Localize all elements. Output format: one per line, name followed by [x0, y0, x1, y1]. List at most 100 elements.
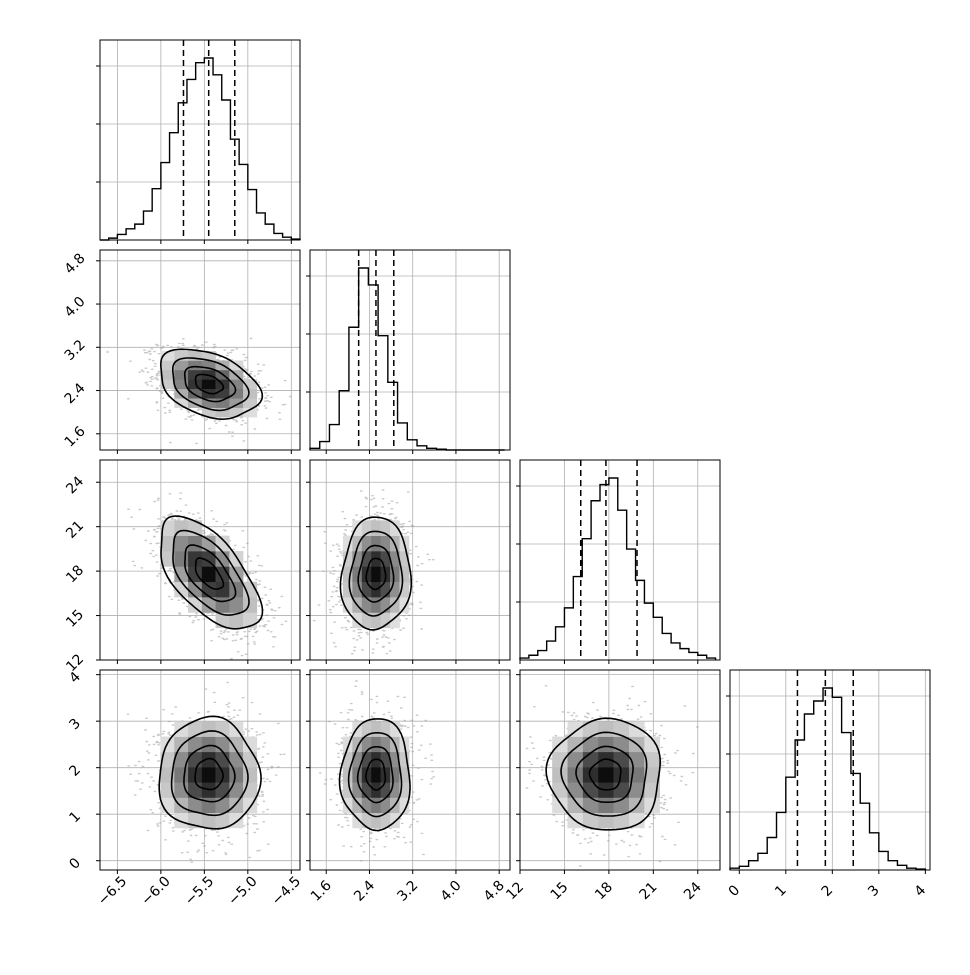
x-tick-label: 21	[637, 879, 661, 903]
x-tick-label: −4.5	[269, 873, 304, 908]
density-cell	[243, 388, 258, 399]
density-cell	[352, 535, 363, 552]
density-cell	[613, 767, 630, 783]
contour-level-3	[339, 516, 413, 631]
density-cell	[174, 566, 189, 583]
density-cell	[174, 797, 189, 814]
density-cell	[371, 797, 381, 814]
density-cell	[201, 407, 216, 418]
density-cell	[399, 797, 410, 814]
density-cell	[380, 797, 391, 814]
density-cell	[598, 736, 614, 753]
contour-level-2	[172, 357, 250, 412]
contour-level-3	[160, 515, 264, 630]
panel-frame	[519, 669, 721, 871]
density-cell	[380, 597, 391, 613]
contour-level-0	[194, 373, 225, 395]
density-cell	[229, 407, 244, 418]
y-tick-label: 1.6	[62, 423, 89, 450]
x-tick-label: 4.0	[438, 878, 465, 905]
y-tick-label: 1	[66, 809, 84, 827]
density-cell	[371, 612, 381, 629]
density-cell	[567, 797, 584, 814]
density-cell	[215, 407, 230, 418]
density-cell	[188, 379, 203, 390]
density-region	[312, 489, 435, 655]
density-cell	[628, 812, 645, 829]
density-cell	[644, 751, 660, 768]
density-cell	[582, 751, 599, 768]
density-cell	[567, 721, 584, 737]
density-cell	[229, 581, 244, 598]
density-cell	[201, 751, 216, 768]
contour-level-0	[194, 757, 224, 791]
density-cell	[174, 535, 189, 552]
density-cell	[371, 535, 381, 552]
density-cell	[380, 520, 391, 536]
histogram-step-line	[309, 267, 505, 451]
density-cell	[215, 797, 230, 814]
density-cell	[371, 566, 381, 583]
y-tick-label: 24	[63, 473, 87, 497]
hist-panel-p2	[516, 459, 721, 664]
density-cell	[174, 351, 189, 361]
density-cell	[243, 398, 258, 408]
x-tick-label: −6.0	[138, 873, 173, 908]
contour-level-1	[575, 745, 634, 803]
density-cell	[613, 812, 630, 829]
density-cell	[229, 612, 244, 629]
density-cell	[552, 782, 568, 798]
density-cell	[361, 612, 372, 629]
density-cell	[371, 812, 381, 829]
density-cell	[552, 751, 568, 768]
density-cell	[567, 751, 584, 768]
density-cell	[160, 535, 175, 552]
y-tick-label: 2.4	[62, 380, 89, 407]
density-cell	[380, 612, 391, 629]
x-tick-label: −5.5	[182, 873, 217, 908]
contour-level-0	[365, 557, 387, 591]
density-cell	[174, 767, 189, 783]
density-cell	[201, 812, 216, 829]
density-cell	[380, 751, 391, 768]
density-cell	[342, 535, 353, 552]
density-region	[520, 685, 699, 867]
density-cell	[229, 812, 244, 829]
density-cell	[201, 551, 216, 567]
y-tick-label: 4.8	[62, 250, 89, 277]
density-cell	[390, 782, 400, 798]
density-cell	[613, 721, 630, 737]
density-cell	[160, 360, 175, 371]
density-cell	[215, 812, 230, 829]
density-cell	[215, 535, 230, 552]
density-region	[106, 337, 292, 445]
density-cell	[229, 388, 244, 399]
density-cell	[352, 736, 363, 753]
contour-level-3	[158, 715, 262, 830]
contour-level-0	[194, 557, 225, 590]
density-cell	[174, 736, 189, 753]
density-cell	[160, 351, 175, 361]
density-cell	[201, 398, 216, 408]
x-tick-label: 24	[681, 879, 705, 903]
density-cell	[215, 782, 230, 798]
density-cell	[582, 736, 599, 753]
density-cell	[361, 581, 372, 598]
hist-panel-p0	[96, 39, 301, 244]
contour-level-3	[338, 718, 411, 832]
density-cell	[188, 721, 203, 737]
scatter-panel-p1-p3: 1.6 2.4 3.2 4.0 4.8	[306, 669, 511, 905]
hist-panel-p3: 0 1 2 3 4	[726, 669, 931, 900]
density-cell	[174, 751, 189, 768]
density-cell	[229, 736, 244, 753]
density-cell	[380, 782, 391, 798]
density-cell	[174, 551, 189, 567]
y-tick-label: 21	[63, 518, 87, 542]
density-cell	[361, 551, 372, 567]
panel-frame	[99, 669, 301, 871]
density-cell	[215, 551, 230, 567]
y-tick-label: 3	[66, 716, 84, 734]
scatter-panel-p0-p3: 0 1 2 3 4 −6.5 −6.0 −5.5 −5.0 −4.5	[66, 669, 304, 909]
density-cell	[188, 797, 203, 814]
density-cell	[361, 721, 372, 737]
